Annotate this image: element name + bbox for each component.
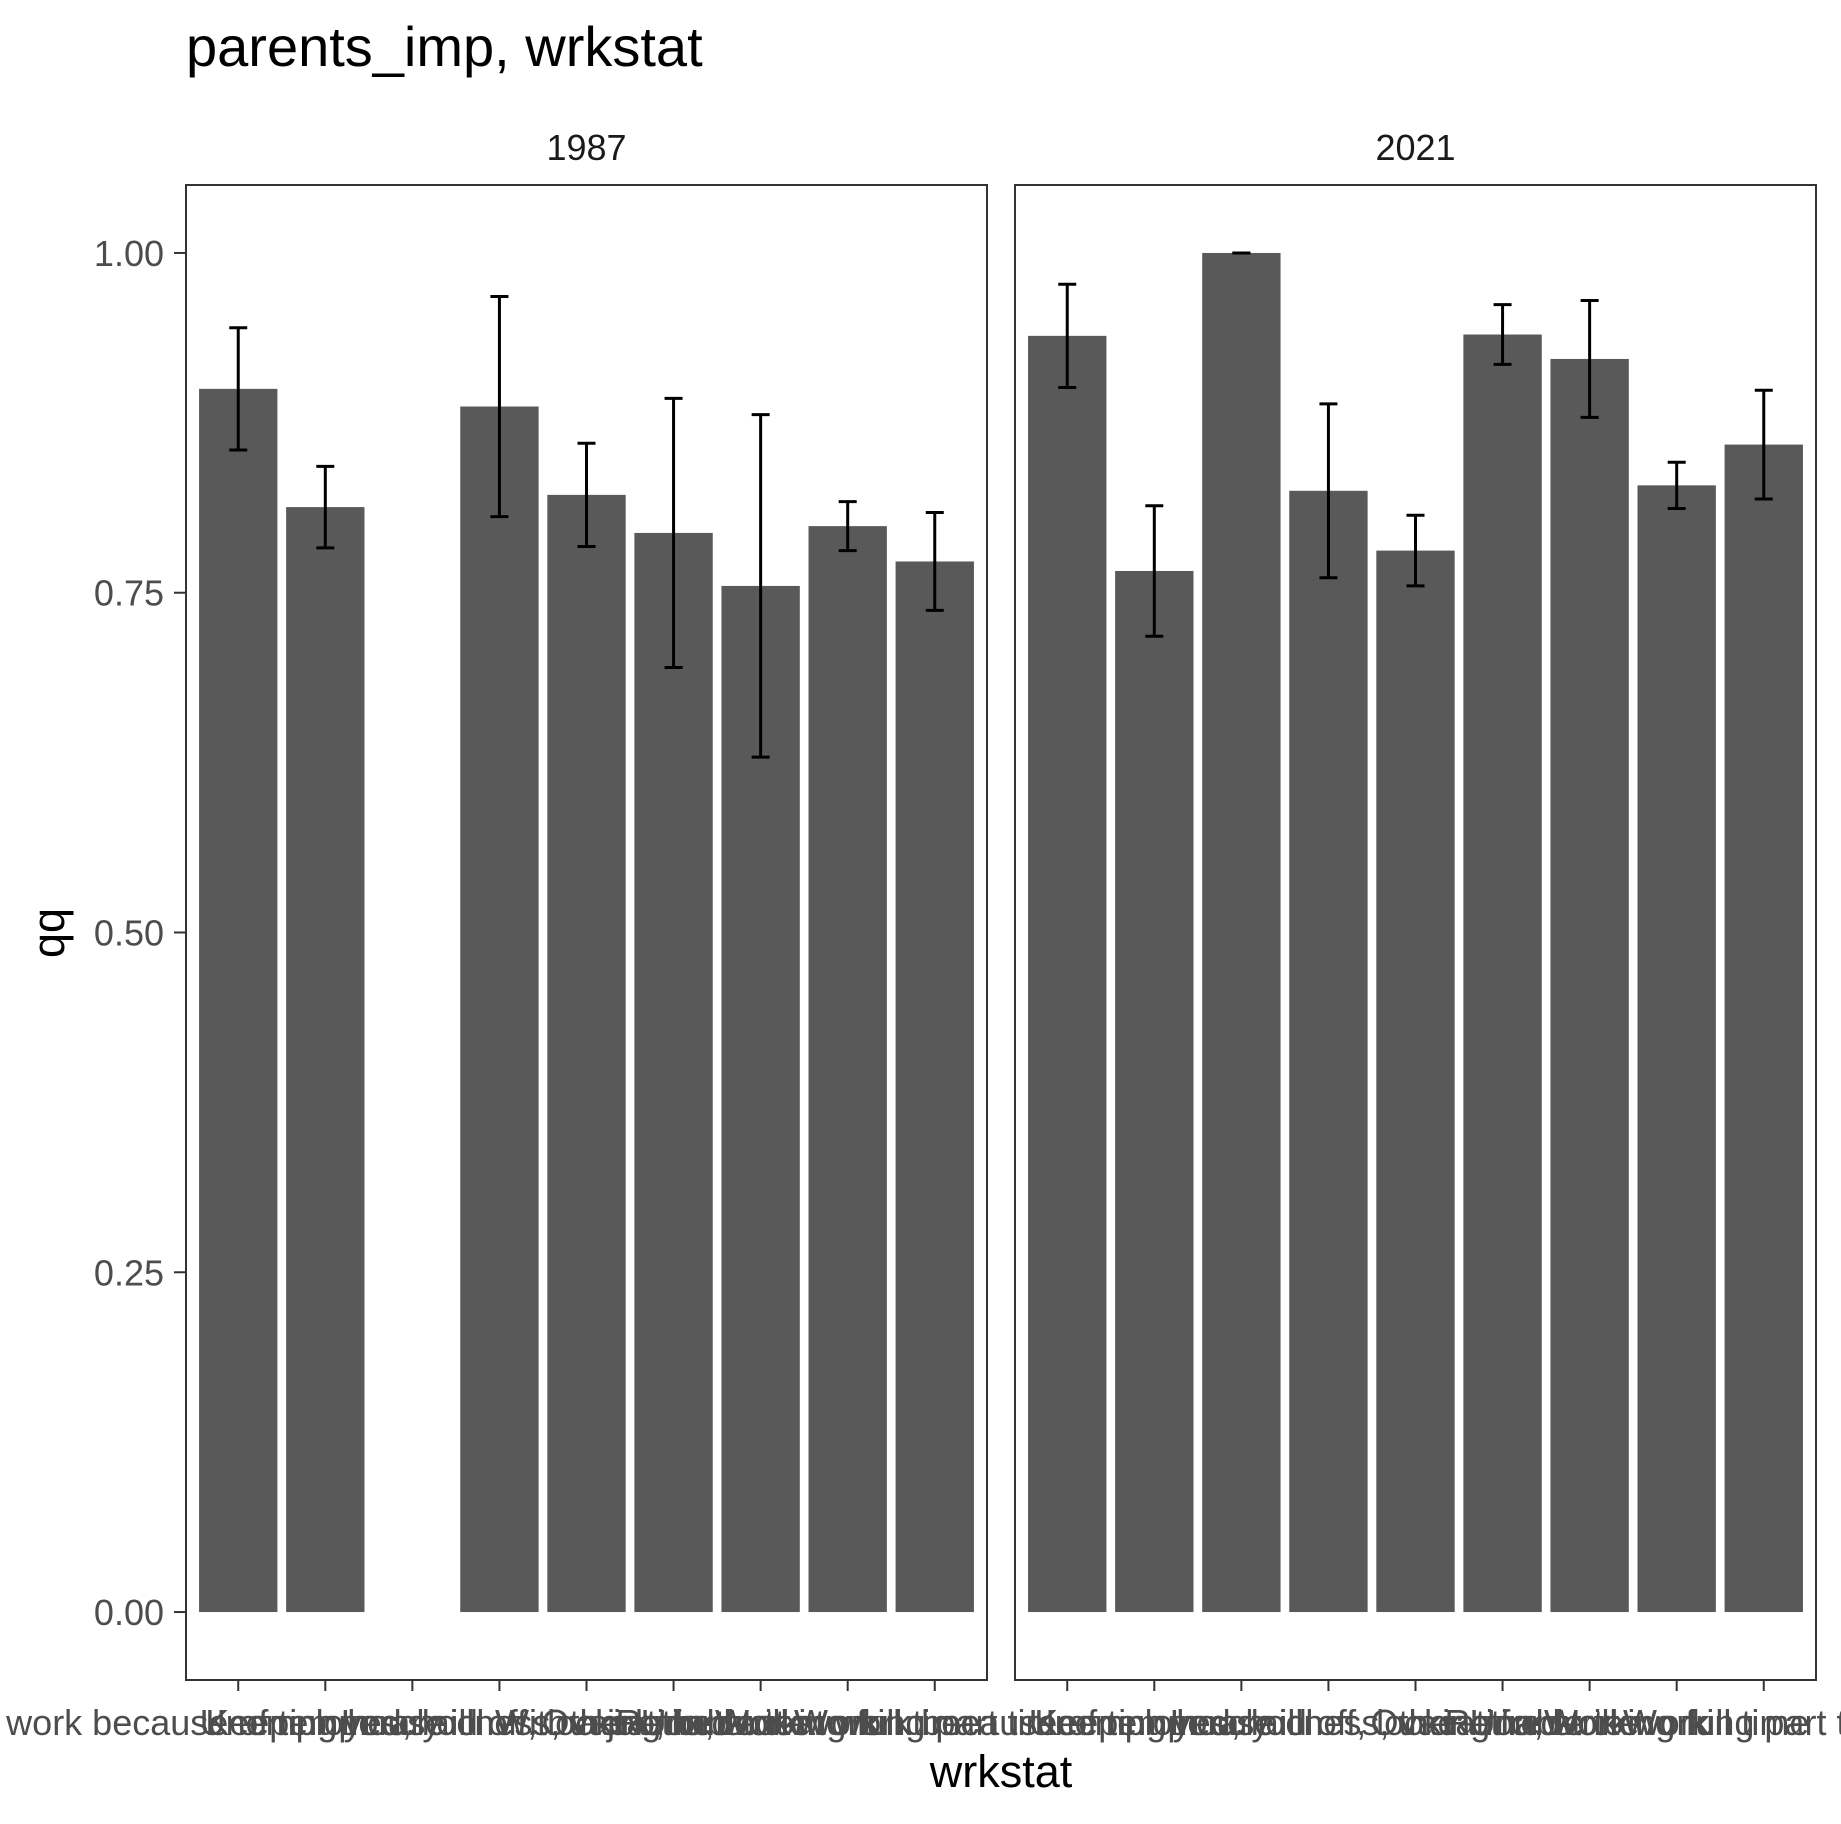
- error-bar: [1058, 282, 1077, 390]
- y-tick-label: 1.00: [94, 233, 164, 274]
- y-tick-label: 0.75: [94, 573, 164, 614]
- bar: [547, 494, 626, 1613]
- facet-strip-label: 1987: [546, 127, 626, 168]
- y-axis: 0.00 0.25 0.50 0.75 1.00: [94, 233, 186, 1633]
- facet-panel-1987: 1987 With a job, but not at work because …: [0, 127, 1075, 1743]
- x-tick-label: In school: [1169, 1702, 1313, 1743]
- x-axis-title: wrkstat: [929, 1746, 1073, 1797]
- bar: [286, 507, 365, 1613]
- x-tick-label: Unemployed, laid off, looking for work: [200, 1702, 801, 1743]
- bar: [1115, 570, 1194, 1613]
- x-tick-label: Keeping house: [205, 1702, 445, 1743]
- error-bar: [490, 294, 509, 519]
- bar: [1637, 485, 1716, 1613]
- x-tick-label: Unable to work: [641, 1702, 882, 1743]
- bar: [1550, 358, 1629, 1613]
- facet-panels: 1987 With a job, but not at work because …: [0, 127, 1841, 1743]
- x-tick-label: Working full time: [1544, 1702, 1809, 1743]
- error-bar: [1406, 513, 1425, 588]
- error-bar: [751, 413, 770, 759]
- bar: [1202, 252, 1281, 1613]
- error-bar: [229, 326, 248, 452]
- x-tick-label: Other: [1370, 1702, 1460, 1743]
- error-bar: [1754, 388, 1773, 501]
- x-tick-label: Other: [541, 1702, 631, 1743]
- bar: [199, 388, 278, 1613]
- y-tick-label: 0.00: [94, 1592, 164, 1633]
- x-tick-label: Retired: [1445, 1702, 1561, 1743]
- x-tick-label: With a job, but not at work because of t…: [495, 1702, 1640, 1743]
- x-tick-label: Working part time: [1623, 1702, 1841, 1743]
- facet-strip-label: 2021: [1375, 127, 1455, 168]
- bar: [1724, 444, 1803, 1613]
- error-bar: [1493, 303, 1512, 366]
- error-bar: [925, 511, 944, 612]
- bar: [634, 532, 713, 1613]
- error-bar: [1145, 504, 1164, 638]
- facet-panel-2021: 2021 With a job, but not at work because …: [495, 127, 1841, 1743]
- error-bar: [838, 500, 857, 553]
- error-bar: [577, 441, 596, 549]
- error-bar: [316, 464, 335, 550]
- bar: [808, 526, 887, 1613]
- x-tick-label: Working full time: [715, 1702, 980, 1743]
- chart-title: parents_imp, wrkstat: [186, 15, 703, 78]
- x-tick-label: Retired: [616, 1702, 732, 1743]
- y-axis-title: qq: [23, 908, 74, 958]
- bar: [895, 561, 974, 1613]
- error-bar: [1580, 299, 1599, 419]
- x-tick-label: With a job, but not at work because of t…: [0, 1702, 811, 1743]
- y-tick-label: 0.50: [94, 913, 164, 954]
- y-tick-label: 0.25: [94, 1252, 164, 1293]
- bar: [460, 406, 539, 1613]
- bar: [1289, 490, 1368, 1613]
- x-tick-label: Unemployed, laid off, looking for work: [1029, 1702, 1630, 1743]
- bar: [1463, 334, 1542, 1613]
- x-tick-label: Keeping house: [1034, 1702, 1274, 1743]
- x-tick-label: Working part time: [794, 1702, 1075, 1743]
- error-bar: [1319, 402, 1338, 580]
- error-bar: [664, 396, 683, 669]
- bar: [1028, 335, 1107, 1613]
- error-bar: [1667, 460, 1686, 510]
- bar: [1376, 550, 1455, 1613]
- x-tick-label: Unable to work: [1470, 1702, 1711, 1743]
- x-tick-label: In school: [340, 1702, 484, 1743]
